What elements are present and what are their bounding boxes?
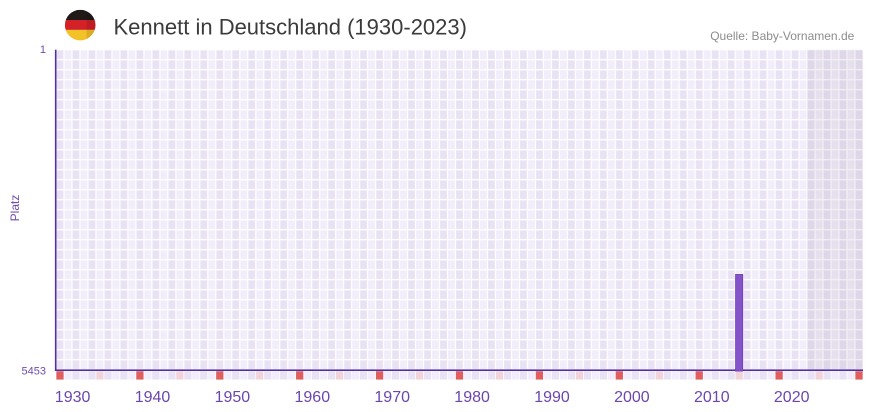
svg-text:5453: 5453: [22, 365, 46, 377]
svg-text:2020: 2020: [774, 389, 810, 406]
svg-text:2000: 2000: [614, 389, 650, 406]
svg-text:Kennett in Deutschland (1930-2: Kennett in Deutschland (1930-2023): [114, 15, 467, 40]
svg-text:Quelle: Baby-Vornamen.de: Quelle: Baby-Vornamen.de: [710, 29, 854, 43]
svg-text:1950: 1950: [215, 389, 251, 406]
svg-text:1940: 1940: [135, 389, 171, 406]
svg-text:1: 1: [40, 44, 46, 56]
svg-text:1980: 1980: [454, 389, 490, 406]
svg-text:2010: 2010: [694, 389, 730, 406]
svg-text:1970: 1970: [374, 389, 410, 406]
svg-text:Platz: Platz: [8, 195, 22, 222]
svg-text:1960: 1960: [295, 389, 331, 406]
svg-text:1990: 1990: [534, 389, 570, 406]
svg-text:1930: 1930: [55, 389, 91, 406]
